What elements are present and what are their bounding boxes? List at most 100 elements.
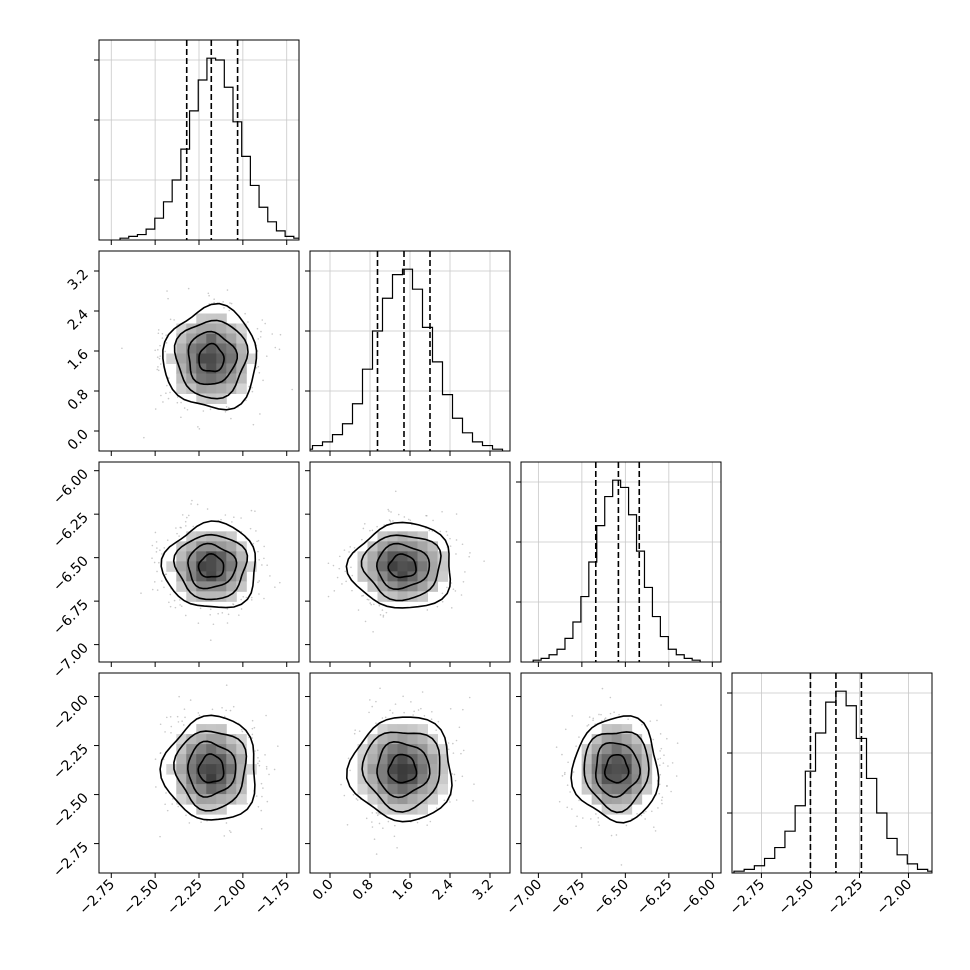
x-tick-label: −2.25 — [825, 877, 867, 919]
density-cell — [186, 591, 197, 602]
density-cell — [186, 551, 197, 562]
scatter-point — [230, 302, 233, 305]
scatter-point — [260, 782, 263, 785]
panel-frame — [520, 672, 722, 874]
scatter-point — [228, 309, 231, 312]
scatter-point — [224, 514, 227, 516]
density-cell — [206, 734, 217, 745]
scatter-point — [454, 779, 457, 782]
scatter-point — [140, 592, 142, 594]
density-cell — [176, 323, 187, 334]
y-tick-label: 0.8 — [65, 387, 92, 414]
scatter-point — [561, 753, 563, 756]
density-cell — [367, 551, 378, 562]
density-cell — [206, 724, 217, 735]
scatter-point — [640, 814, 643, 817]
scatter-point — [340, 783, 342, 786]
x-tick-label: −1.75 — [252, 877, 294, 919]
scatter-point — [165, 392, 167, 395]
density-cell — [186, 541, 197, 552]
density-cell — [591, 784, 603, 795]
scatter-point — [176, 715, 179, 718]
density-cell — [166, 764, 177, 775]
density-cell — [407, 744, 418, 755]
scatter-point — [452, 588, 455, 590]
density-cell — [226, 744, 237, 755]
scatter-point — [598, 824, 600, 827]
density-cell — [407, 591, 418, 602]
scatter-point — [413, 710, 415, 713]
y-tick-label: −6.75 — [50, 597, 92, 639]
contour-line-3 — [172, 533, 249, 601]
density-cell — [206, 313, 217, 324]
scatter-point — [371, 812, 374, 814]
density-cell — [236, 383, 247, 394]
scatter-point — [257, 338, 260, 340]
density-cell — [621, 754, 633, 765]
scatter-point — [260, 827, 263, 830]
y-tick-label: −6.25 — [50, 510, 92, 552]
scatter-point — [426, 609, 429, 611]
density-cell — [437, 784, 448, 795]
density-cell — [591, 734, 603, 745]
density-cell — [581, 784, 593, 795]
scatter-point — [156, 356, 159, 358]
density-cell — [437, 571, 448, 582]
scatter-point — [232, 603, 234, 605]
scatter-point — [410, 701, 412, 703]
scatter-point — [381, 609, 384, 611]
scatter-point — [256, 327, 259, 330]
scatter-point — [449, 707, 452, 710]
density-cell — [417, 581, 428, 592]
scatter-point — [184, 716, 186, 719]
density-cell — [621, 794, 633, 805]
density-cell — [216, 313, 227, 324]
density-cell — [216, 764, 227, 775]
density-cell — [216, 734, 227, 745]
density-cell — [246, 561, 257, 572]
density-cell — [367, 754, 378, 765]
density-cell — [206, 774, 217, 785]
scatter-point — [252, 542, 255, 545]
scatter-point — [177, 721, 180, 723]
scatter-point — [663, 754, 665, 757]
scatter-point — [250, 509, 253, 512]
scatter-point — [369, 529, 371, 532]
scatter-point — [180, 605, 183, 607]
scatter-point — [168, 377, 170, 379]
density-cell — [196, 541, 207, 552]
y-tick-label: −2.50 — [50, 790, 92, 832]
density-cell — [246, 764, 257, 775]
density-cell — [417, 531, 428, 542]
scatter-point — [378, 604, 381, 607]
density-cell — [176, 764, 187, 775]
contour-line-2 — [594, 741, 641, 798]
scatter-point — [464, 571, 466, 573]
scatter-point — [198, 714, 201, 717]
density-cell — [601, 774, 613, 785]
scatter-point — [221, 706, 223, 709]
scatter-point — [600, 713, 602, 716]
scatter-point — [273, 768, 276, 771]
scatter-point — [367, 598, 370, 601]
scatter-point — [661, 796, 664, 799]
density-cell — [611, 784, 623, 795]
density-cell — [176, 383, 187, 394]
y-tick-label: 2.4 — [65, 306, 92, 333]
scatter-point — [375, 700, 377, 703]
density-cell — [437, 744, 448, 755]
scatter-point — [439, 530, 442, 533]
scatter-point — [262, 787, 264, 789]
scatter-point — [258, 371, 261, 374]
scatter-point — [240, 728, 243, 731]
scatter-point — [373, 603, 375, 606]
scatter-point — [161, 553, 163, 555]
density-cell — [377, 561, 388, 572]
scatter-point — [609, 696, 612, 699]
scatter-point — [159, 835, 161, 838]
density-cell — [377, 784, 388, 795]
scatter-point — [362, 527, 365, 530]
density-cell — [226, 774, 237, 785]
contour-line-1 — [197, 552, 225, 578]
density-cell — [427, 764, 438, 775]
